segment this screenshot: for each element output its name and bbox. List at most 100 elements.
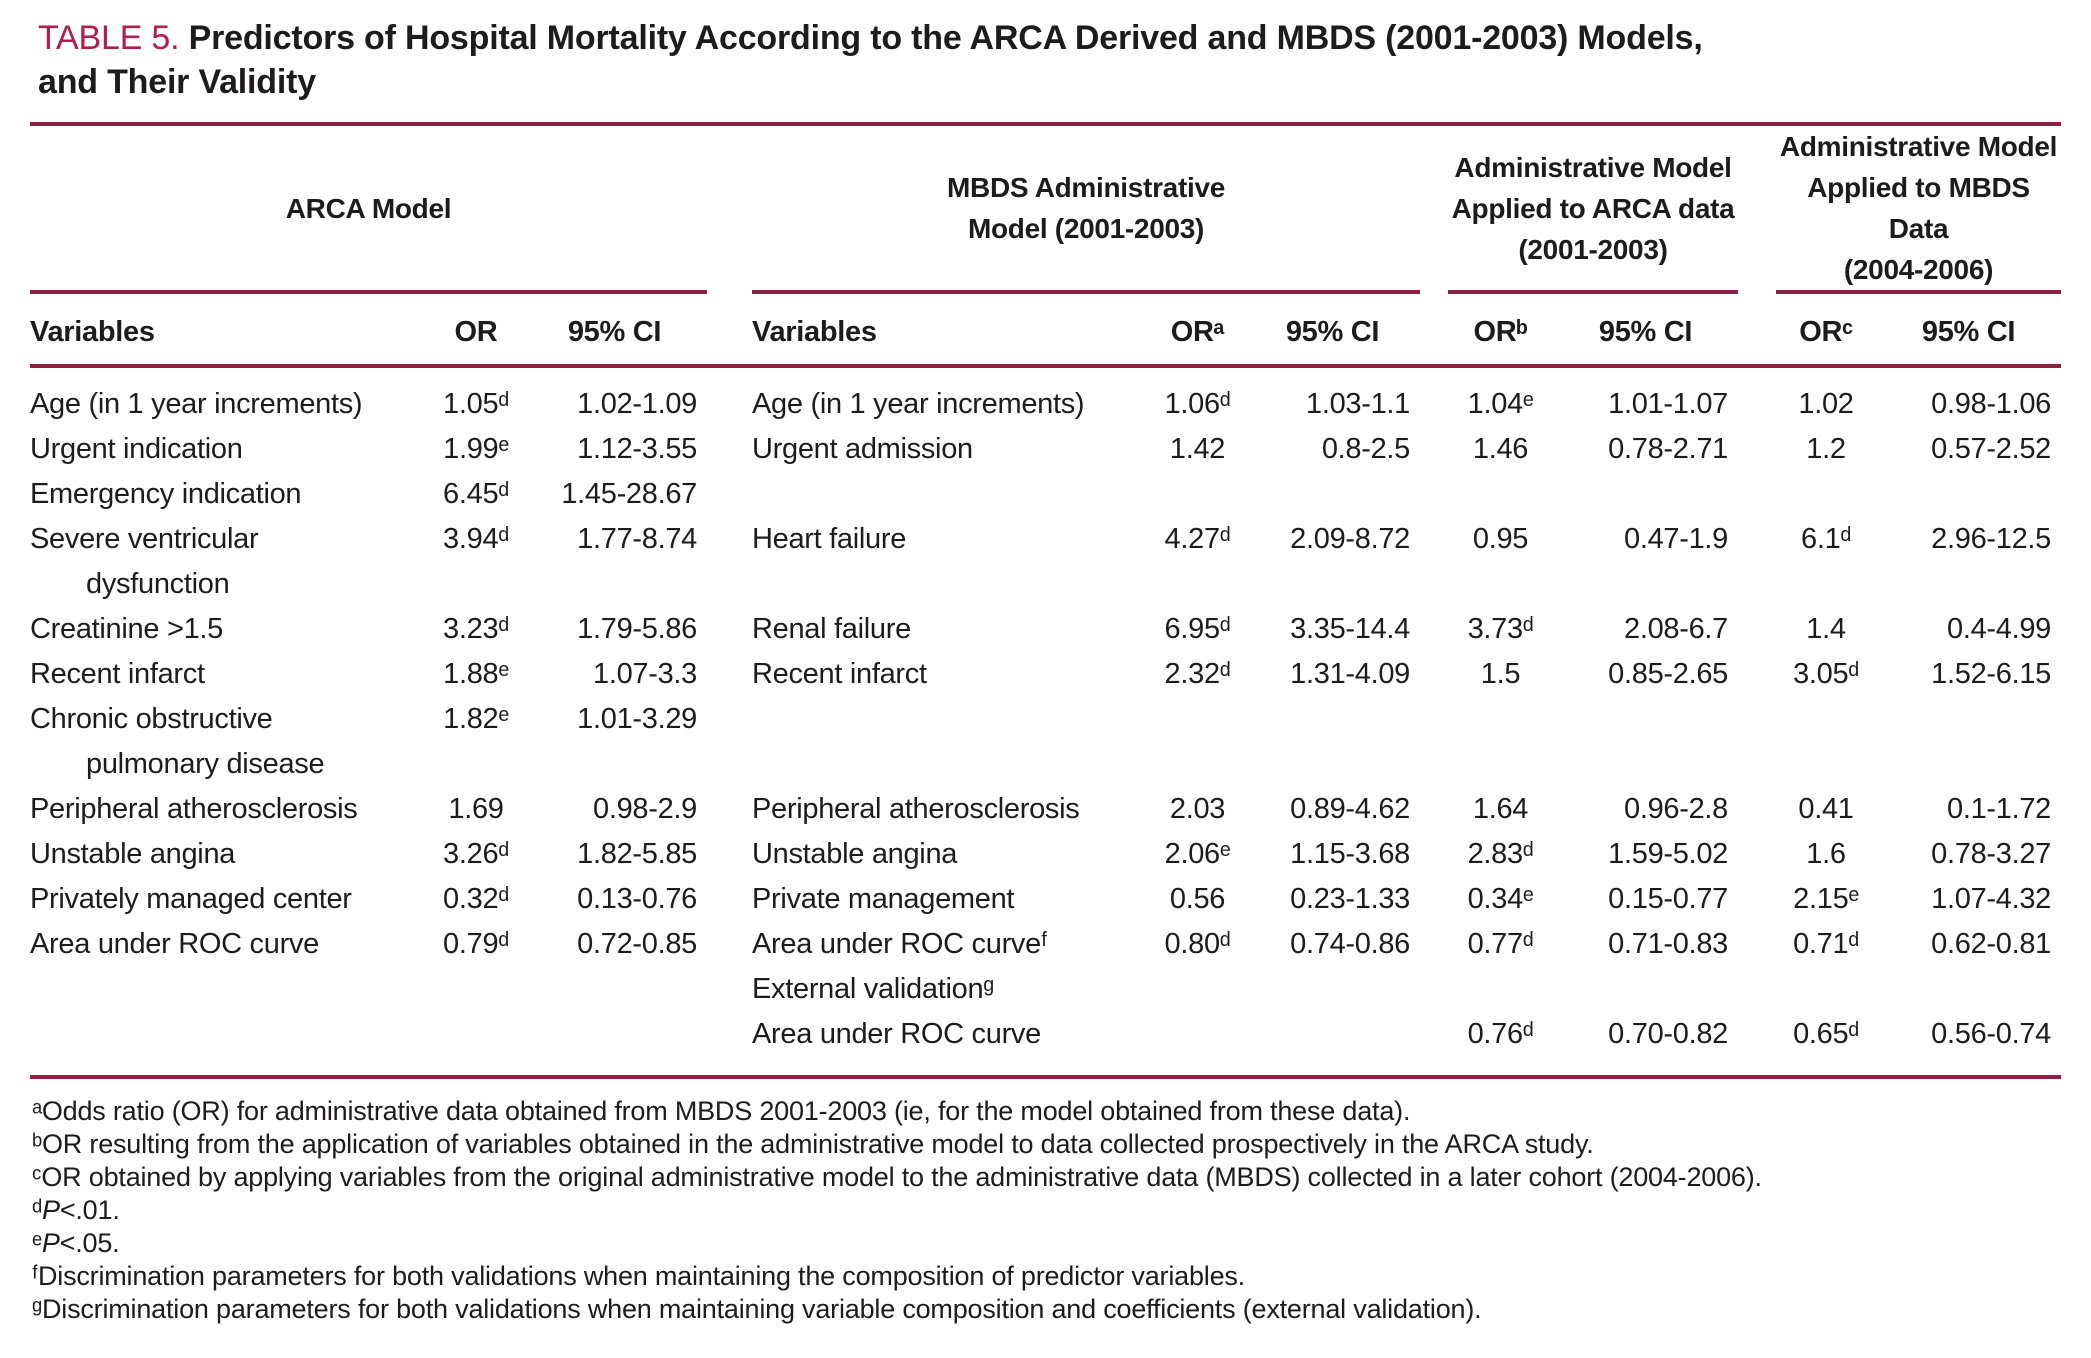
column-gap (707, 697, 752, 787)
applied-mbds-or-cell: 0.71ᵈ (1793, 928, 1859, 960)
applied-mbds-or-cell: 1.6 (1806, 838, 1846, 870)
mbds-or-cell (1150, 697, 1245, 787)
footnote-marker: ᵃ (32, 1096, 42, 1126)
column-gap (1420, 922, 1448, 967)
footnote-e: ᵉP<.05. (32, 1227, 2061, 1260)
applied-arca-or-cell: 1.46 (1472, 433, 1529, 465)
arca-or-cell: 1.82ᵉ (443, 703, 509, 735)
applied-mbds-ci-cell: 0.78-3.27 (1931, 838, 2052, 870)
mbds-or-cell: 2.32ᵈ (1164, 658, 1231, 690)
mbds-or-cell (1150, 967, 1245, 1012)
mbds-or-cell (1150, 472, 1245, 517)
column-gap (1738, 427, 1776, 472)
applied-arca-or-cell (1448, 697, 1553, 787)
arca-variable-cell: Severe ventricular dysfunction (30, 523, 259, 600)
arca-ci-cell (522, 1012, 707, 1073)
arca-or-cell: 0.79ᵈ (443, 928, 509, 960)
column-gap (707, 427, 752, 472)
footnote-f: ᶠDiscrimination parameters for both vali… (32, 1260, 2061, 1293)
column-gap (1738, 877, 1776, 922)
arca-ci-cell: 1.45-28.67 (561, 478, 697, 510)
mbds-or-cell: 2.06ᵉ (1164, 838, 1231, 870)
group-header-row: ARCA Model MBDS Administrative Model (20… (30, 126, 2062, 294)
applied-mbds-or-cell: 1.02 (1798, 388, 1854, 420)
table-row: Severe ventricular dysfunction 3.94ᵈ 1.7… (30, 517, 2061, 607)
column-gap (1738, 472, 1776, 517)
arca-or-cell: 3.94ᵈ (443, 523, 509, 555)
arca-variable-cell: Urgent indication (30, 433, 243, 465)
column-gap (707, 126, 752, 292)
column-gap (1420, 967, 1448, 1012)
arca-ci-cell: 0.72-0.85 (577, 928, 697, 960)
arca-ci-cell: 1.07-3.3 (592, 658, 697, 690)
arca-variable-cell: Area under ROC curve (30, 928, 319, 960)
applied-arca-ci-cell (1553, 697, 1738, 787)
column-gap (1420, 832, 1448, 877)
footnote-marker: ᶜ (32, 1162, 42, 1192)
applied-mbds-or-cell (1776, 697, 1876, 787)
mbds-ci-cell (1245, 697, 1420, 787)
arca-or-cell: 3.26ᵈ (443, 838, 509, 870)
applied-arca-or-cell: 0.76ᵈ (1467, 1018, 1534, 1050)
arca-variable-cell (30, 1012, 430, 1073)
table-row: Unstable angina 3.26ᵈ 1.82-5.85 Unstable… (30, 832, 2061, 877)
footnote-marker: ᵍ (32, 1294, 42, 1324)
arca-or-cell: 1.88ᵉ (443, 658, 509, 690)
mbds-ci-cell: 1.31-4.09 (1290, 658, 1411, 690)
footnote-c: ᶜOR obtained by applying variables from … (32, 1161, 2061, 1194)
column-gap (707, 292, 752, 368)
arca-ci-cell: 1.01-3.29 (577, 703, 697, 735)
footnote-text: Odds ratio (OR) for administrative data … (41, 1096, 1411, 1126)
footnote-italic: P (41, 1228, 60, 1258)
applied-mbds-or-cell: 0.41 (1798, 793, 1854, 825)
applied-mbds-ci-cell (1876, 697, 2061, 787)
mbds-variable-cell: Area under ROC curve (752, 1018, 1041, 1050)
arca-ci-cell: 1.82-5.85 (577, 838, 697, 870)
footnote-marker: ᵉ (32, 1228, 42, 1258)
column-gap (1420, 1012, 1448, 1073)
column-gap (707, 787, 752, 832)
footnote-marker: ᵈ (32, 1195, 42, 1225)
table-row: Age (in 1 year increments) 1.05ᵈ 1.02-1.… (30, 366, 2061, 427)
applied-arca-or-cell: 2.83ᵈ (1467, 838, 1534, 870)
footnote-italic: P (42, 1195, 60, 1225)
arca-variable-cell: Emergency indication (30, 478, 302, 510)
table-row: Recent infarct 1.88ᵉ 1.07-3.3 Recent inf… (30, 652, 2061, 697)
column-gap (1738, 126, 1776, 292)
column-gap (1738, 832, 1776, 877)
mbds-ci-cell: 0.23-1.33 (1290, 883, 1411, 915)
column-gap (1420, 517, 1448, 607)
table-row: Emergency indication 6.45ᵈ 1.45-28.67 (30, 472, 2061, 517)
mbds-or-cell (1150, 1012, 1245, 1073)
column-gap (707, 472, 752, 517)
column-gap (1738, 366, 1776, 427)
mbds-ci-cell (1245, 1012, 1420, 1073)
column-gap (1738, 787, 1776, 832)
column-gap (1420, 877, 1448, 922)
applied-mbds-ci-cell: 2.96-12.5 (1931, 523, 2052, 555)
applied-mbds-ci-cell: 1.07-4.32 (1931, 883, 2052, 915)
applied-arca-ci-cell: 0.71-0.83 (1608, 928, 1729, 960)
arca-ci-cell (522, 967, 707, 1012)
arca-variable-cell: Peripheral atherosclerosis (30, 793, 358, 825)
column-gap (707, 922, 752, 967)
column-header-row: Variables OR 95% CI Variables ORᵃ 95% CI… (30, 292, 2062, 368)
arca-or-cell (430, 967, 522, 1012)
footnote-text: Discrimination parameters for both valid… (41, 1294, 1482, 1324)
applied-mbds-ci-cell: 0.1-1.72 (1947, 793, 2052, 825)
table-row: Privately managed center 0.32ᵈ 0.13-0.76… (30, 877, 2061, 922)
applied-arca-or-cell: 3.73ᵈ (1467, 613, 1534, 645)
mbds-variable-cell: Private management (752, 883, 1015, 915)
mbds-variable-cell: Heart failure (752, 523, 907, 555)
mbds-ci-cell (1245, 967, 1420, 1012)
footnote-b: ᵇOR resulting from the application of va… (32, 1128, 2061, 1161)
footnote-text: OR obtained by applying variables from t… (41, 1162, 1762, 1192)
column-gap (707, 652, 752, 697)
footnote-d: ᵈP<.01. (32, 1194, 2061, 1227)
footnote-text: Discrimination parameters for both valid… (37, 1261, 1245, 1291)
column-gap (707, 366, 752, 427)
applied-mbds-ci-cell: 0.56-0.74 (1931, 1018, 2052, 1050)
applied-arca-or-cell (1448, 967, 1553, 1012)
table-row: Chronic obstructive pulmonary disease 1.… (30, 697, 2061, 787)
mbds-ci-cell: 1.15-3.68 (1290, 838, 1411, 870)
